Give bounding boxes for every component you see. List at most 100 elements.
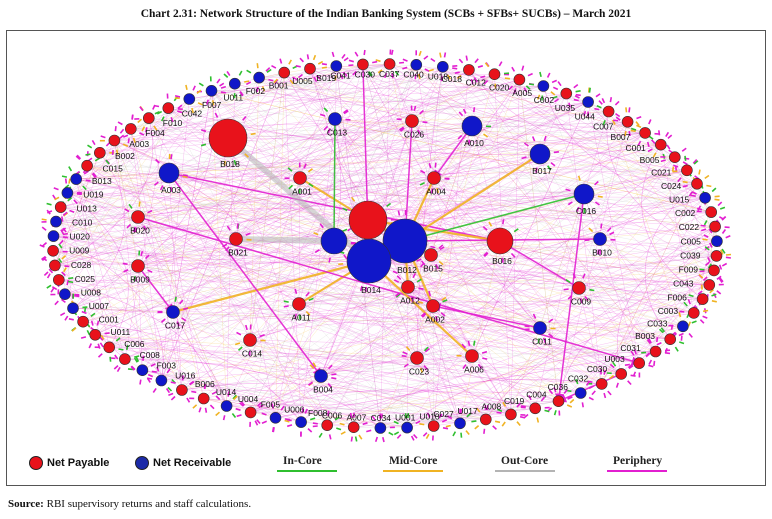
arrowhead-mark <box>127 138 130 144</box>
background-edge <box>299 177 501 242</box>
arrowhead-mark <box>117 121 123 126</box>
background-edge <box>99 152 328 426</box>
background-edge <box>404 93 567 242</box>
background-edge <box>494 74 717 257</box>
node-label: U014 <box>216 387 237 397</box>
background-edge <box>432 74 495 307</box>
arrowhead-mark <box>371 415 376 421</box>
background-edge <box>539 153 698 185</box>
legend-out-core-label: Out-Core <box>501 455 549 467</box>
arrowhead-mark <box>62 211 68 217</box>
arrowhead-mark <box>348 59 355 63</box>
arrowhead-mark <box>50 287 55 293</box>
arrowhead-mark <box>401 354 407 358</box>
node-net-receivable <box>454 417 466 430</box>
background-edge <box>416 64 601 240</box>
background-edge <box>432 144 661 307</box>
arrowhead-mark <box>216 78 221 84</box>
background-edge <box>75 179 110 348</box>
node-label: C009 <box>571 297 592 307</box>
background-edge <box>114 140 227 407</box>
arrowhead-mark <box>299 57 304 63</box>
highlight-edge-mid-core <box>172 259 370 314</box>
node-net-receivable <box>436 60 449 73</box>
node-label: U019 <box>83 190 104 200</box>
arrowhead-mark <box>596 105 602 109</box>
arrowhead-mark <box>220 85 227 89</box>
background-edge <box>298 255 717 305</box>
node-label: F008 <box>308 408 328 418</box>
arrowhead-mark <box>185 84 188 90</box>
arrowhead-mark <box>377 69 383 74</box>
background-edge <box>172 118 336 313</box>
background-edge <box>137 216 369 221</box>
background-edge <box>235 69 470 240</box>
arrowhead-mark <box>279 58 283 64</box>
node-net-payable <box>572 281 586 295</box>
node-net-payable <box>176 384 188 396</box>
background-edge <box>137 153 541 267</box>
legend-in-core: In-Core <box>277 455 337 472</box>
background-edge <box>172 311 227 407</box>
background-edge <box>368 260 710 286</box>
node-label: C008 <box>140 350 161 360</box>
background-edge <box>442 66 706 199</box>
arrowhead-mark <box>328 364 333 370</box>
arrowhead-mark <box>254 420 259 426</box>
arrowhead-mark <box>543 135 547 141</box>
background-edge <box>181 382 461 424</box>
background-edge <box>250 284 710 413</box>
node-label: C007 <box>593 121 614 131</box>
background-edge <box>249 177 301 341</box>
arrowhead-mark <box>458 58 464 64</box>
node-net-payable <box>709 220 721 233</box>
arrowhead-mark <box>577 175 581 181</box>
arrowhead-mark <box>405 346 411 351</box>
node-net-payable <box>304 62 316 75</box>
arrowhead-mark <box>323 125 329 131</box>
arrowhead-mark <box>147 373 154 378</box>
arrowhead-mark <box>547 407 553 412</box>
node-net-payable <box>244 406 257 419</box>
arrowhead-mark <box>271 403 274 409</box>
background-edge <box>76 178 302 423</box>
background-edge <box>99 63 390 154</box>
arrowhead-mark <box>83 307 87 313</box>
arrowhead-mark <box>41 255 46 261</box>
arrowhead-mark <box>186 397 191 403</box>
node-net-payable <box>94 147 106 159</box>
arrowhead-mark <box>645 352 651 358</box>
arrowhead-mark <box>53 187 59 191</box>
background-edge <box>298 303 512 415</box>
background-edge <box>130 128 183 391</box>
background-edge <box>275 240 501 418</box>
arrowhead-mark <box>64 178 68 184</box>
arrowhead-mark <box>153 181 159 186</box>
arrowhead-mark <box>226 225 231 231</box>
arrowhead-mark <box>474 424 480 430</box>
background-edge <box>404 240 656 352</box>
arrowhead-mark <box>670 324 674 330</box>
arrowhead-mark <box>87 144 93 149</box>
arrowhead-mark <box>339 422 345 426</box>
arrowhead-mark <box>234 342 241 346</box>
arrowhead-mark <box>68 318 74 321</box>
background-edge <box>432 132 646 307</box>
legend-net-receivable: Net Receivable <box>135 456 231 470</box>
node-label: C020 <box>489 82 510 92</box>
arrowhead-mark <box>170 186 173 192</box>
arrowhead-mark <box>319 223 324 229</box>
background-edge <box>368 260 408 428</box>
arrowhead-mark <box>223 73 229 78</box>
background-edge <box>404 240 580 289</box>
background-edge <box>259 77 661 145</box>
node-label: B020 <box>130 226 150 236</box>
arrowhead-mark <box>304 408 309 414</box>
node-label: U020 <box>70 231 91 241</box>
arrowhead-mark <box>420 169 426 174</box>
arrowhead-mark <box>46 202 52 206</box>
node-label: C018 <box>442 74 463 84</box>
background-edge <box>67 192 174 313</box>
arrowhead-mark <box>68 178 71 184</box>
arrowhead-mark <box>471 420 477 423</box>
